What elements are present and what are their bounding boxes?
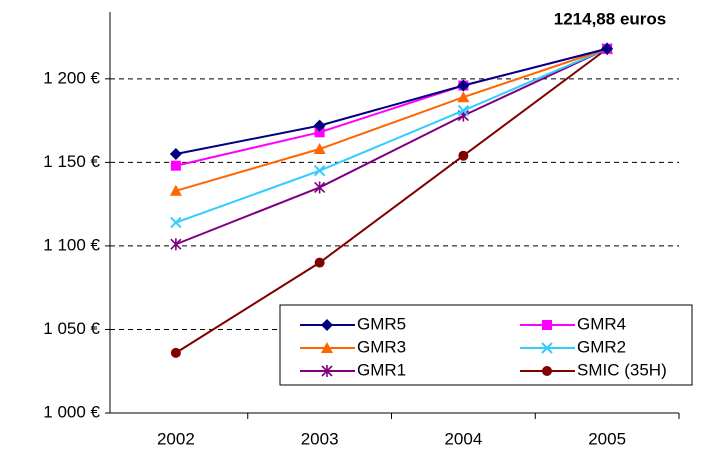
marker: [314, 257, 325, 268]
marker: [313, 119, 326, 132]
marker: [314, 181, 326, 194]
marker: [542, 366, 552, 376]
marker: [169, 184, 182, 196]
legend-label: GMR4: [577, 314, 626, 333]
marker: [458, 150, 469, 161]
marker: [313, 165, 326, 177]
marker: [541, 342, 553, 354]
y-tick-label: 1 150 €: [43, 152, 100, 171]
marker: [601, 42, 614, 55]
marker: [321, 319, 333, 331]
marker: [170, 347, 181, 358]
marker: [170, 216, 182, 229]
legend-label: GMR1: [357, 360, 406, 379]
series-line: [175, 47, 608, 156]
marker: [542, 320, 552, 330]
marker: [169, 148, 182, 161]
y-tick-label: 1 000 €: [43, 402, 100, 421]
series-line: [175, 47, 608, 246]
series-line: [175, 47, 608, 354]
x-tick-label: 2004: [444, 429, 482, 448]
x-tick-label: 2003: [301, 429, 339, 448]
y-tick-label: 1 100 €: [43, 235, 100, 254]
annotation: 1214,88 euros: [554, 9, 666, 28]
marker: [457, 79, 470, 92]
marker: [321, 342, 333, 353]
marker: [313, 143, 326, 155]
marker: [457, 104, 470, 117]
series-line: [175, 47, 608, 192]
legend-label: GMR5: [357, 314, 406, 333]
marker: [314, 127, 325, 138]
x-tick-label: 2002: [157, 429, 195, 448]
series-line: [175, 47, 608, 224]
marker: [457, 91, 470, 103]
legend-label: GMR3: [357, 337, 406, 356]
y-tick-label: 1 200 €: [43, 68, 100, 87]
legend-label: GMR2: [577, 337, 626, 356]
x-tick-label: 2005: [588, 429, 626, 448]
marker: [170, 160, 181, 171]
marker: [170, 238, 182, 251]
marker: [321, 365, 333, 377]
legend-label: SMIC (35H): [577, 360, 667, 379]
y-tick-label: 1 050 €: [43, 319, 100, 338]
